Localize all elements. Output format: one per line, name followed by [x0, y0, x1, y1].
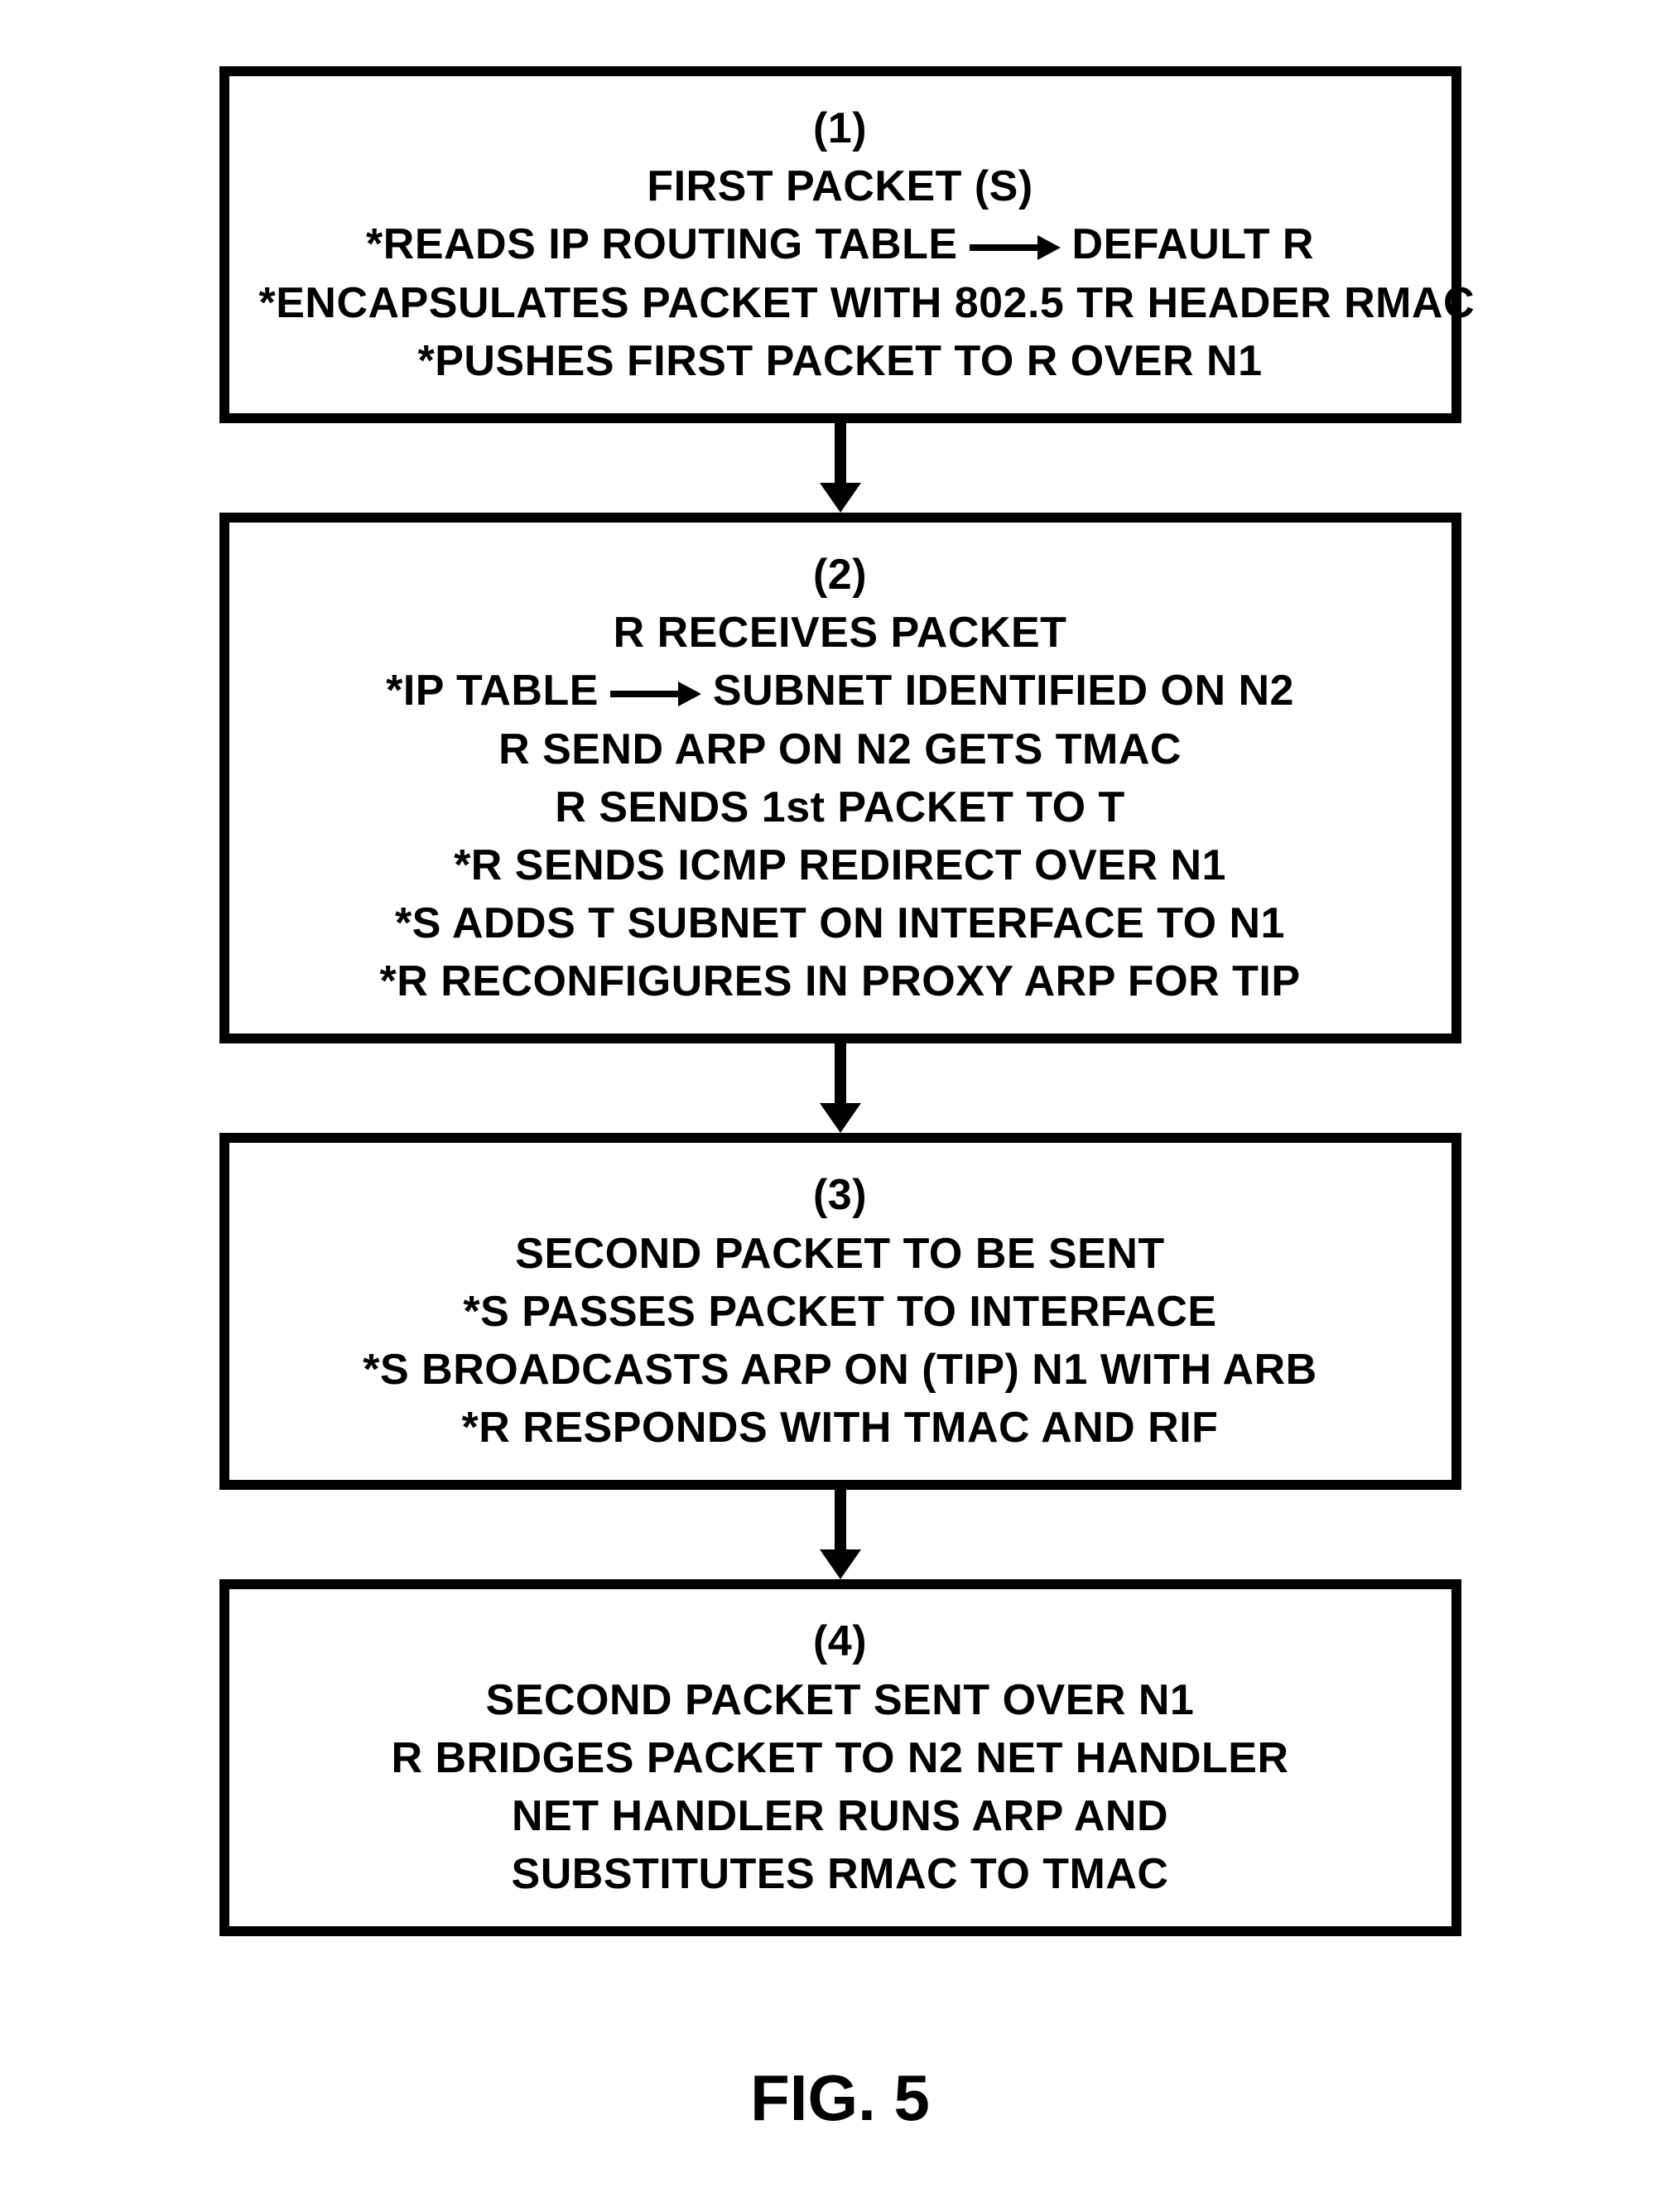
flow-node-line: *R RESPONDS WITH TMAC AND RIF [259, 1399, 1422, 1457]
flow-node-line: (4) [259, 1612, 1422, 1670]
flow-node-line: FIRST PACKET (S) [259, 157, 1422, 215]
flow-connector [820, 423, 861, 513]
flow-node-line: *READS IP ROUTING TABLE DEFAULT R [259, 215, 1422, 273]
flow-node-n2: (2)R RECEIVES PACKET *IP TABLE SUBNET IDEN… [219, 513, 1461, 1044]
line-text-post: SUBNET IDENTIFIED ON N2 [713, 667, 1294, 715]
flow-node-line: NET HANDLER RUNS ARP AND [259, 1787, 1422, 1845]
flow-node-line: SUBSTITUTES RMAC TO TMAC [259, 1845, 1422, 1903]
flow-node-line: R BRIDGES PACKET TO N2 NET HANDLER [259, 1729, 1422, 1787]
figure-caption: FIG. 5 [750, 2060, 930, 2136]
flow-node-line: *R SENDS ICMP REDIRECT OVER N1 [259, 836, 1422, 894]
inline-arrow-icon [610, 682, 701, 706]
flow-node-line: (1) [259, 99, 1422, 157]
flow-node-line: *S PASSES PACKET TO INTERFACE [259, 1283, 1422, 1341]
flow-node-line: R SENDS 1st PACKET TO T [259, 778, 1422, 836]
flow-node-line: *R RECONFIGURES IN PROXY ARP FOR TIP [259, 952, 1422, 1010]
line-text-pre: *READS IP ROUTING TABLE [366, 220, 958, 268]
flow-node-n4: (4)SECOND PACKET SENT OVER N1R BRIDGES P… [219, 1579, 1461, 1936]
flow-node-n3: (3)SECOND PACKET TO BE SENT*S PASSES PAC… [219, 1133, 1461, 1490]
flowchart-container: (1)FIRST PACKET (S)*READS IP ROUTING TAB… [219, 66, 1461, 1936]
flow-node-line: SECOND PACKET SENT OVER N1 [259, 1671, 1422, 1729]
flow-node-line: *ENCAPSULATES PACKET WITH 802.5 TR HEADE… [259, 274, 1422, 332]
inline-arrow-icon [970, 235, 1061, 260]
flow-connector [820, 1490, 861, 1579]
flow-node-line: *S BROADCASTS ARP ON (TIP) N1 WITH ARB [259, 1341, 1422, 1399]
flow-node-line: *S ADDS T SUBNET ON INTERFACE TO N1 [259, 894, 1422, 952]
flow-connector [820, 1043, 861, 1133]
flow-node-n1: (1)FIRST PACKET (S)*READS IP ROUTING TAB… [219, 66, 1461, 423]
flow-node-line: *PUSHES FIRST PACKET TO R OVER N1 [259, 332, 1422, 390]
connector-head-icon [820, 483, 861, 513]
line-text-post: DEFAULT R [1072, 220, 1314, 268]
flow-node-line: R RECEIVES PACKET [259, 604, 1422, 662]
connector-head-icon [820, 1549, 861, 1579]
flow-node-line: SECOND PACKET TO BE SENT [259, 1225, 1422, 1283]
connector-stem [835, 1490, 846, 1549]
flow-node-line: R SEND ARP ON N2 GETS TMAC [259, 720, 1422, 778]
line-text-pre: *IP TABLE [386, 667, 599, 715]
connector-stem [835, 1043, 846, 1103]
flow-node-line: (2) [259, 546, 1422, 604]
connector-stem [835, 423, 846, 483]
flow-node-line: (3) [259, 1166, 1422, 1224]
connector-head-icon [820, 1103, 861, 1133]
flow-node-line: *IP TABLE SUBNET IDENTIFIED ON N2 [259, 662, 1422, 720]
